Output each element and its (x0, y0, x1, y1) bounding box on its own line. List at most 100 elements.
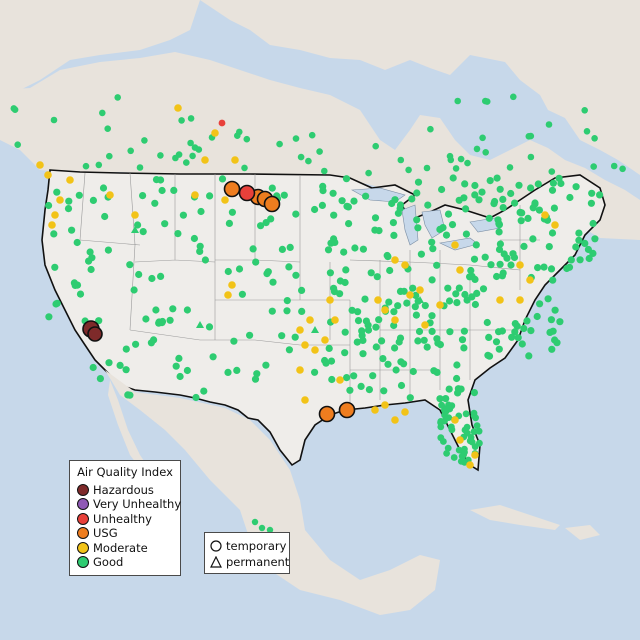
monitor-marker (292, 135, 300, 142)
monitor-marker (246, 331, 254, 339)
monitor-marker (11, 106, 19, 113)
monitor-marker (460, 344, 468, 352)
monitor-marker (572, 183, 580, 191)
monitor-marker (406, 394, 414, 402)
monitor-marker (520, 324, 528, 333)
monitor-marker (454, 385, 462, 393)
monitor-marker (589, 219, 597, 228)
monitor-marker (132, 340, 140, 348)
monitor-marker (65, 197, 73, 205)
monitor-marker (460, 327, 468, 335)
monitor-marker (346, 386, 354, 394)
monitor-marker (101, 212, 109, 221)
monitor-marker (457, 458, 465, 465)
monitor-marker (223, 180, 241, 198)
monitor-marker (292, 271, 300, 279)
monitor-marker (169, 305, 177, 313)
monitor-marker (455, 446, 463, 454)
monitor-marker (540, 263, 548, 271)
monitor-marker (511, 328, 519, 336)
monitor-marker (384, 360, 392, 368)
monitor-marker (301, 341, 309, 349)
monitor-marker (518, 340, 526, 348)
monitor-marker (534, 264, 542, 272)
monitor-marker (166, 316, 174, 324)
usg-swatch-icon (77, 527, 89, 539)
monitor-marker (362, 192, 370, 200)
monitor-marker (358, 331, 366, 339)
monitor-marker (318, 405, 336, 423)
monitor-marker (495, 345, 503, 353)
monitor-marker (56, 196, 64, 204)
monitor-marker (452, 165, 460, 172)
monitor-marker (218, 175, 227, 183)
monitor-marker (556, 318, 564, 326)
monitor-marker (251, 518, 259, 526)
monitor-marker (330, 284, 338, 292)
monitor-marker (496, 185, 504, 193)
monitor-marker (541, 211, 549, 219)
monitor-marker (375, 227, 383, 235)
monitor-marker (371, 214, 380, 222)
monitor-marker (99, 184, 108, 192)
monitor-marker (448, 426, 456, 434)
monitor-marker (380, 387, 388, 395)
monitor-marker (104, 125, 111, 132)
monitor-marker (510, 199, 519, 207)
monitor-marker (116, 361, 124, 369)
hispaniola-land (565, 525, 600, 540)
monitor-marker (278, 332, 286, 340)
monitor-marker (557, 179, 565, 188)
monitor-marker (391, 316, 399, 324)
monitor-marker (372, 142, 380, 150)
north-america-land (0, 0, 640, 175)
monitor-marker (587, 199, 596, 207)
monitor-marker (311, 346, 319, 354)
monitor-marker (445, 297, 454, 305)
legend-item-temporary: temporary (210, 539, 286, 553)
monitor-marker (296, 366, 304, 374)
monitor-marker (241, 164, 248, 172)
monitor-marker (263, 195, 281, 213)
legend-item-permanent: permanent (210, 555, 289, 569)
monitor-marker (471, 451, 479, 459)
monitor-marker (535, 206, 544, 214)
monitor-marker (338, 197, 346, 205)
monitor-marker (525, 133, 533, 140)
monitor-marker (475, 196, 483, 204)
monitor-marker (444, 444, 452, 452)
monitor-marker (436, 341, 444, 349)
monitor-marker (374, 296, 382, 304)
monitor-marker (440, 438, 447, 445)
monitor-marker (342, 175, 351, 183)
monitor-marker (525, 352, 533, 360)
monitor-marker (359, 245, 367, 253)
monitor-marker (591, 235, 599, 243)
legend-label: Good (93, 555, 124, 569)
monitor-marker (283, 297, 291, 305)
monitor-marker (423, 343, 431, 351)
monitor-marker (506, 164, 514, 171)
monitor-marker (319, 187, 327, 195)
monitor-marker (493, 272, 501, 281)
monitor-marker (436, 301, 444, 309)
monitor-marker (231, 156, 239, 164)
monitor-marker (462, 410, 470, 418)
monitor-marker (158, 317, 167, 326)
monitor-marker (458, 336, 467, 344)
monitor-marker (495, 245, 504, 254)
monitor-marker (45, 201, 53, 210)
monitor-marker (417, 250, 425, 258)
monitor-marker (546, 328, 554, 336)
monitor-marker (365, 169, 372, 177)
monitor-marker (389, 219, 397, 227)
monitor-marker (348, 306, 356, 314)
monitor-marker (268, 307, 276, 315)
monitor-marker (526, 276, 534, 284)
monitor-marker (536, 300, 544, 308)
monitor-marker (553, 339, 561, 347)
monitor-marker (105, 359, 113, 367)
monitor-marker (412, 311, 420, 319)
monitor-marker (486, 177, 494, 185)
